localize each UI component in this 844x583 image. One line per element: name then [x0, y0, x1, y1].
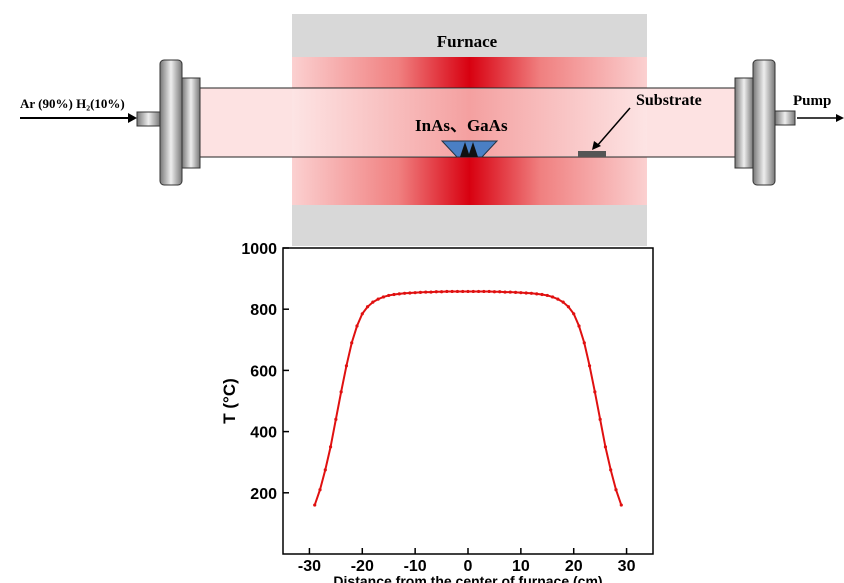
- marker: [445, 289, 449, 294]
- marker: [334, 417, 338, 421]
- marker: [381, 295, 386, 299]
- marker: [429, 290, 433, 294]
- x-tick-label: -30: [298, 558, 321, 575]
- marker: [498, 290, 502, 294]
- marker: [313, 503, 317, 507]
- label: Furnace: [437, 32, 498, 51]
- marker: [455, 289, 460, 294]
- label: Ar (90%) H₂(10%): [20, 96, 125, 111]
- marker: [344, 364, 349, 368]
- flange: [181, 77, 201, 169]
- line: [313, 290, 623, 506]
- marker: [603, 445, 608, 449]
- marker: [371, 300, 375, 304]
- marker: [365, 305, 370, 309]
- marker: [492, 290, 497, 294]
- y-axis-title: T (°C): [220, 378, 239, 424]
- x-axis-title: Distance from the center of furnace (cm): [333, 573, 602, 583]
- marker: [360, 312, 364, 316]
- marker: [519, 291, 523, 295]
- marker: [572, 312, 576, 316]
- marker: [614, 488, 618, 492]
- marker: [408, 291, 412, 295]
- arrowhead: [128, 113, 137, 123]
- marker: [587, 364, 592, 368]
- marker: [582, 341, 586, 345]
- marker: [323, 468, 327, 472]
- boat: [440, 140, 499, 158]
- marker: [609, 468, 613, 472]
- y-tick-label: 400: [250, 425, 277, 442]
- outlet: [774, 110, 796, 126]
- marker: [387, 293, 391, 298]
- marker: [402, 291, 407, 295]
- y-tick-label: 200: [250, 486, 277, 503]
- y-tick-label: 800: [250, 302, 277, 319]
- marker: [487, 289, 491, 294]
- marker: [424, 290, 428, 294]
- marker: [561, 300, 565, 304]
- marker: [529, 291, 534, 295]
- marker: [577, 324, 581, 328]
- label: Pump: [793, 93, 831, 109]
- marker: [540, 292, 544, 297]
- marker: [556, 297, 560, 301]
- substrate: [578, 151, 606, 157]
- marker: [476, 289, 481, 294]
- marker: [508, 290, 512, 294]
- marker: [550, 295, 555, 299]
- x-tick-label: 20: [565, 558, 583, 575]
- furnace-diagram: Furnace Ar (90%) H₂(10%) Pump Substrate …: [20, 14, 844, 246]
- marker: [471, 289, 475, 294]
- arrow: [596, 107, 631, 147]
- x-tick-label: -20: [351, 558, 374, 575]
- marker: [598, 417, 602, 421]
- marker: [566, 305, 571, 309]
- marker: [450, 289, 454, 294]
- marker: [439, 290, 444, 294]
- marker: [376, 297, 380, 301]
- marker: [355, 324, 359, 328]
- marker: [513, 290, 518, 294]
- y-tick-label: 600: [250, 363, 277, 380]
- marker: [482, 289, 486, 294]
- arrowhead: [836, 114, 844, 122]
- marker: [545, 293, 549, 298]
- marker: [503, 290, 507, 294]
- marker: [524, 291, 528, 295]
- marker: [413, 291, 417, 295]
- marker: [434, 290, 438, 294]
- marker: [392, 292, 396, 297]
- flange: [159, 59, 183, 186]
- marker: [350, 341, 354, 345]
- x-tick-label: 0: [464, 558, 473, 575]
- x-tick-label: -10: [404, 558, 427, 575]
- label: InAs、GaAs: [415, 116, 508, 135]
- marker: [397, 292, 401, 296]
- x-tick-label: 30: [618, 558, 636, 575]
- label: Substrate: [636, 92, 702, 109]
- flange: [752, 59, 776, 186]
- marker: [593, 390, 597, 394]
- source: [460, 142, 478, 157]
- x-tick-label: 10: [512, 558, 530, 575]
- marker: [418, 290, 423, 294]
- marker: [318, 488, 322, 492]
- inlet: [136, 111, 161, 127]
- y-tick-label: 1000: [241, 241, 277, 258]
- marker: [461, 289, 465, 294]
- marker: [328, 445, 333, 449]
- marker: [535, 292, 539, 296]
- chart: 200 400 600 800 1000 -30 -20 -10 0 10 20 30 Distance…: [220, 241, 654, 583]
- marker: [466, 289, 470, 294]
- flange: [734, 77, 754, 169]
- marker: [339, 390, 343, 394]
- marker: [619, 503, 623, 507]
- arrowhead: [592, 141, 601, 150]
